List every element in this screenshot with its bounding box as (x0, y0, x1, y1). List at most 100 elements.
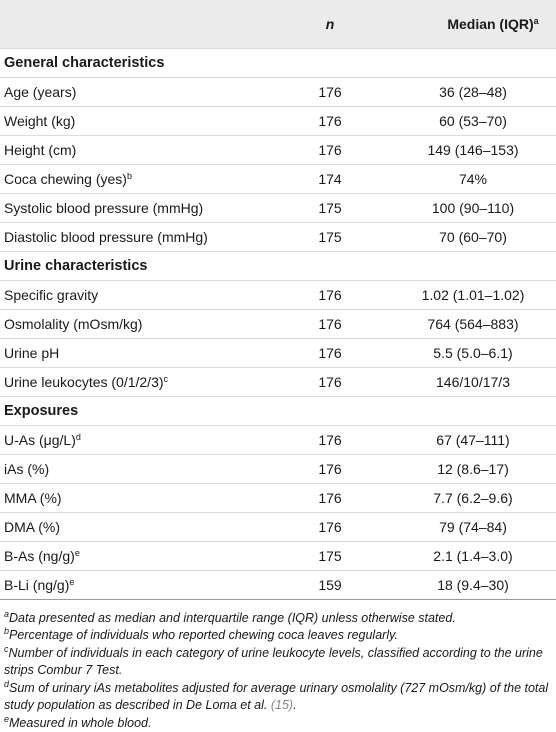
n-cell: 176 (270, 106, 390, 135)
median-cell: 67 (47–111) (390, 425, 556, 454)
row-label: Urine pH (4, 345, 59, 361)
row-label-cell: B-Li (ng/g)e (0, 570, 270, 599)
row-label-cell: Urine leukocytes (0/1/2/3)c (0, 367, 270, 396)
row-label-cell: U-As (μg/L)d (0, 425, 270, 454)
header-cell (0, 0, 270, 48)
section-row: Urine characteristics (0, 251, 556, 280)
row-label-cell: iAs (%) (0, 454, 270, 483)
row-label: Osmolality (mOsm/kg) (4, 316, 142, 332)
median-cell: 60 (53–70) (390, 106, 556, 135)
row-label-cell: Osmolality (mOsm/kg) (0, 309, 270, 338)
median-cell: 36 (28–48) (390, 77, 556, 106)
median-cell: 1.02 (1.01–1.02) (390, 280, 556, 309)
table-header: n Median (IQR)a (0, 0, 556, 48)
footnote: eMeasured in whole blood. (4, 715, 552, 732)
median-cell: 18 (9.4–30) (390, 570, 556, 599)
footnote-text: Data presented as median and interquarti… (9, 611, 456, 625)
n-cell: 174 (270, 164, 390, 193)
median-cell: 7.7 (6.2–9.6) (390, 483, 556, 512)
row-label: Age (years) (4, 84, 76, 100)
row-label: Coca chewing (yes) (4, 171, 127, 187)
footnote: dSum of urinary iAs metabolites adjusted… (4, 680, 552, 715)
row-label: DMA (%) (4, 519, 60, 535)
n-cell: 176 (270, 454, 390, 483)
footnote-text: . (293, 698, 296, 712)
n-cell: 176 (270, 135, 390, 164)
n-cell: 176 (270, 512, 390, 541)
n-cell: 176 (270, 309, 390, 338)
footnote: cNumber of individuals in each category … (4, 645, 552, 680)
footnote-text: Percentage of individuals who reported c… (9, 628, 398, 642)
footnote-marker: d (76, 432, 81, 442)
header-median: Median (IQR) (447, 16, 533, 32)
n-cell: 175 (270, 193, 390, 222)
median-cell: 70 (60–70) (390, 222, 556, 251)
row-label-cell: Height (cm) (0, 135, 270, 164)
section-title: General characteristics (0, 48, 556, 77)
n-cell: 176 (270, 367, 390, 396)
footnote-marker: c (164, 374, 169, 384)
footnote-marker: e (69, 577, 74, 587)
n-cell: 176 (270, 77, 390, 106)
row-label-cell: Coca chewing (yes)b (0, 164, 270, 193)
footnote-text: Number of individuals in each category o… (4, 646, 543, 678)
row-label-cell: Age (years) (0, 77, 270, 106)
row-label: U-As (μg/L) (4, 432, 76, 448)
row-label: Systolic blood pressure (mmHg) (4, 200, 203, 216)
median-cell: 79 (74–84) (390, 512, 556, 541)
section-row: General characteristics (0, 48, 556, 77)
row-label-cell: B-As (ng/g)e (0, 541, 270, 570)
median-cell: 146/10/17/3 (390, 367, 556, 396)
n-cell: 176 (270, 425, 390, 454)
row-label: Height (cm) (4, 142, 76, 158)
median-cell: 2.1 (1.4–3.0) (390, 541, 556, 570)
row-label: B-As (ng/g) (4, 548, 75, 564)
row-label: Weight (kg) (4, 113, 75, 129)
header-n: n (326, 16, 335, 32)
n-cell: 176 (270, 280, 390, 309)
row-label: MMA (%) (4, 490, 62, 506)
footnote-marker: b (127, 171, 132, 181)
row-label: B-Li (ng/g) (4, 577, 69, 593)
row-label-cell: Systolic blood pressure (mmHg) (0, 193, 270, 222)
footnotes: aData presented as median and interquart… (4, 610, 552, 732)
footnote: bPercentage of individuals who reported … (4, 627, 552, 645)
row-label: iAs (%) (4, 461, 49, 477)
footnote-marker: e (75, 548, 80, 558)
n-cell: 176 (270, 338, 390, 367)
row-label: Diastolic blood pressure (mmHg) (4, 229, 208, 245)
row-label-cell: Specific gravity (0, 280, 270, 309)
row-label: Urine leukocytes (0/1/2/3) (4, 374, 164, 390)
header-row: n Median (IQR)a (0, 0, 556, 48)
row-label-cell: Urine pH (0, 338, 270, 367)
footnote-marker: a (534, 16, 539, 26)
row-label: Specific gravity (4, 287, 98, 303)
header-cell: Median (IQR)a (390, 0, 556, 48)
section-title: Urine characteristics (0, 251, 556, 280)
median-cell: 764 (564–883) (390, 309, 556, 338)
n-cell: 175 (270, 222, 390, 251)
reference-link: (15) (271, 698, 293, 712)
median-cell: 12 (8.6–17) (390, 454, 556, 483)
row-label-cell: DMA (%) (0, 512, 270, 541)
section-title: Exposures (0, 396, 556, 425)
n-cell: 175 (270, 541, 390, 570)
median-cell: 149 (146–153) (390, 135, 556, 164)
median-cell: 100 (90–110) (390, 193, 556, 222)
median-cell: 5.5 (5.0–6.1) (390, 338, 556, 367)
